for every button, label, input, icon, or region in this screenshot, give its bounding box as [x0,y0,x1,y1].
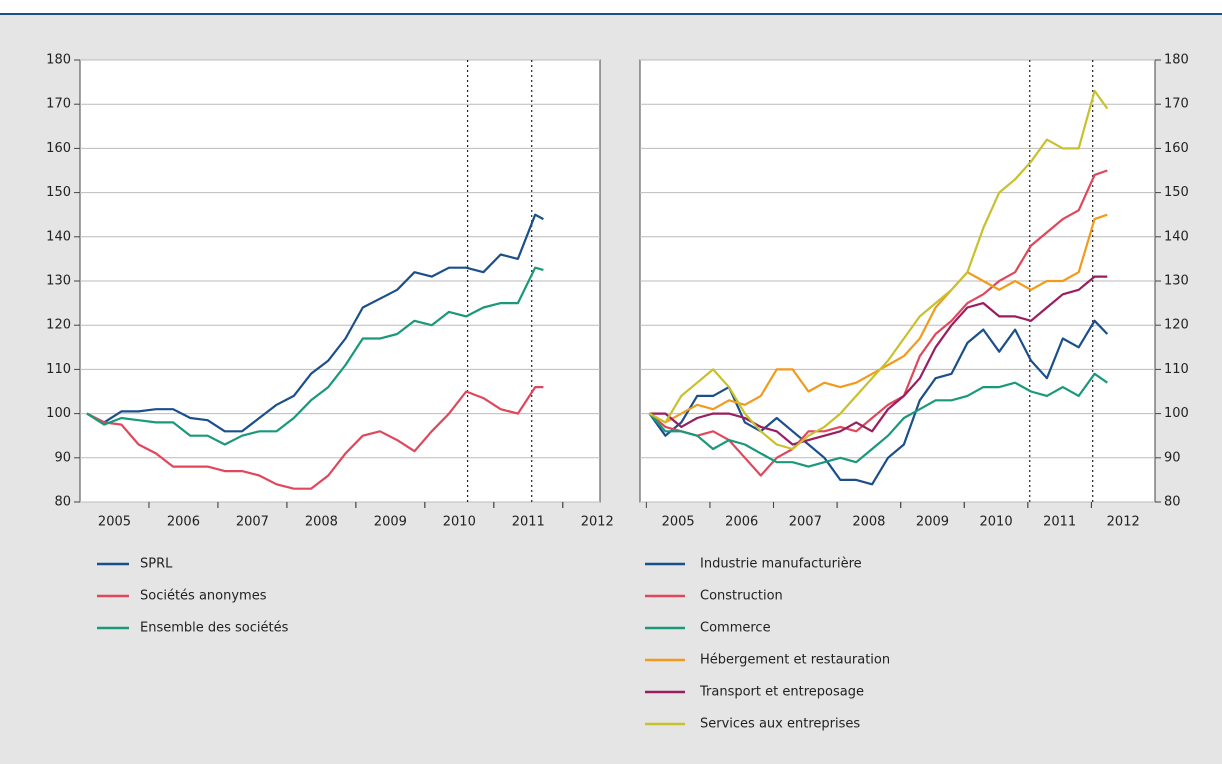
series-line [86,213,544,433]
legend-label: Ensemble des sociétés [140,621,289,636]
y-tick-label: 100 [46,406,71,421]
y-tick-label: 150 [46,185,71,200]
series-line [648,169,1108,477]
x-tick-label: 2007 [789,515,822,530]
x-tick-label: 2009 [916,515,949,530]
series-line [648,319,1109,486]
x-tick-label: 2005 [662,515,695,530]
y-tick-label: 90 [1164,450,1181,465]
x-tick-label: 2010 [980,515,1013,530]
y-tick-label: 180 [1164,53,1189,68]
x-tick-label: 2011 [512,515,545,530]
x-tick-label: 2008 [305,515,338,530]
legend-label: Sociétés anonymes [140,589,267,604]
x-tick-label: 2012 [1107,515,1140,530]
y-tick-label: 160 [46,141,71,156]
y-tick-label: 100 [1164,406,1189,421]
x-tick-label: 2008 [852,515,885,530]
y-tick-label: 110 [1164,362,1189,377]
series-line [86,266,544,446]
legend-label: Hébergement et restauration [700,653,890,668]
y-tick-label: 180 [46,53,71,68]
legend-label: Construction [700,589,783,604]
y-tick-label: 130 [1164,274,1189,289]
y-tick-label: 130 [46,274,71,289]
x-tick-label: 2007 [236,515,269,530]
legend-label: SPRL [140,557,173,572]
legend-label: Services aux entreprises [700,717,860,732]
y-tick-label: 120 [1164,318,1189,333]
series-line [648,89,1109,451]
x-tick-label: 2010 [443,515,476,530]
series-line [648,372,1108,468]
x-tick-label: 2012 [581,515,614,530]
series-line [86,386,544,490]
legend-label: Transport et entreposage [699,685,864,700]
y-tick-label: 110 [46,362,71,377]
y-tick-label: 140 [46,229,71,244]
y-tick-label: 120 [46,318,71,333]
x-tick-label: 2009 [374,515,407,530]
x-tick-label: 2011 [1043,515,1076,530]
y-tick-label: 170 [46,97,71,112]
y-tick-label: 150 [1164,185,1189,200]
x-tick-label: 2006 [725,515,758,530]
top-band [0,0,1222,14]
x-tick-label: 2006 [167,515,200,530]
legend-label: Commerce [700,621,771,636]
y-tick-label: 140 [1164,229,1189,244]
y-tick-label: 170 [1164,97,1189,112]
x-tick-label: 2005 [98,515,131,530]
y-tick-label: 160 [1164,141,1189,156]
y-tick-label: 80 [54,495,71,510]
legend-label: Industrie manufacturière [700,557,862,572]
series-line [649,275,1108,446]
y-tick-label: 80 [1164,495,1181,510]
y-tick-label: 90 [54,450,71,465]
